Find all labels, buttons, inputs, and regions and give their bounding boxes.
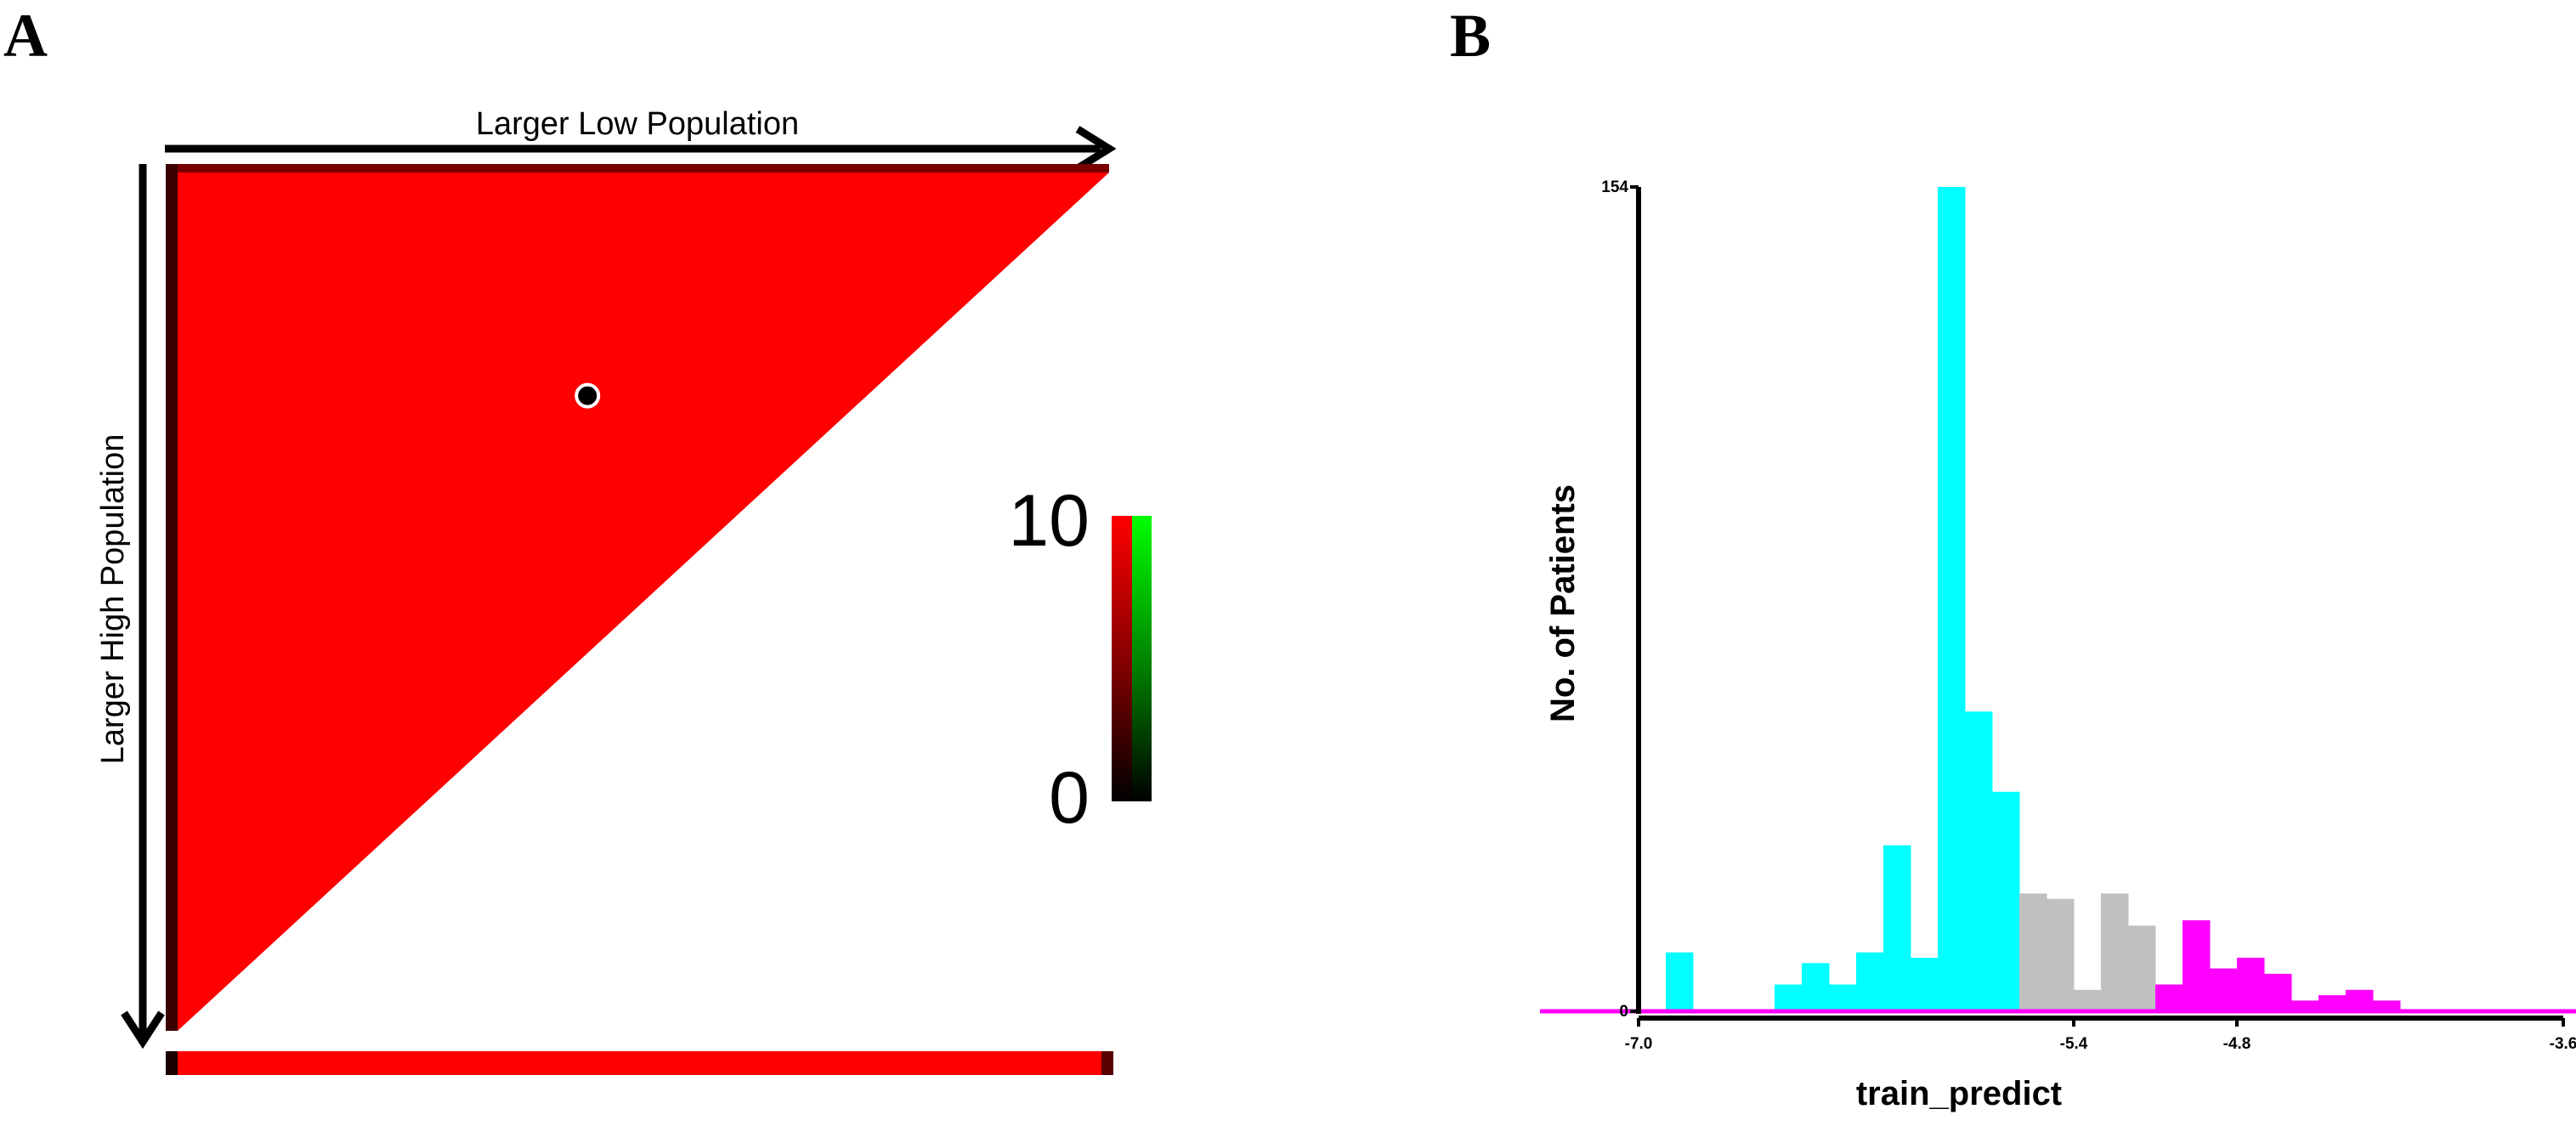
y-arrow-label: Larger High Population <box>95 434 131 765</box>
histogram-bar <box>1883 845 1911 1011</box>
histogram-bar <box>1802 963 1830 1011</box>
panel-b: B 0 154 -7.0 -5.4 -4.8 -3.6 No. of Patients t… <box>1450 2 2576 1112</box>
panel-a-letter: A <box>3 2 48 70</box>
x-tick-label: -5.4 <box>2060 1035 2088 1053</box>
histogram-bar <box>1856 952 1884 1011</box>
histogram-bar <box>1775 984 1803 1011</box>
bottom-strip <box>166 1051 1113 1075</box>
colorbar-green <box>1132 516 1152 801</box>
histogram-bar <box>1965 711 1993 1011</box>
x-tick-label: -7.0 <box>1625 1035 1653 1053</box>
heatmap <box>166 164 1109 1031</box>
histogram-bar <box>2237 958 2265 1011</box>
panel-b-letter: B <box>1450 2 1491 70</box>
histogram-bar <box>2318 995 2347 1011</box>
x-axis-title: train_predict <box>1856 1075 2062 1112</box>
histogram-bar <box>2210 968 2238 1011</box>
colorbar-red <box>1112 516 1132 801</box>
histogram-bar <box>1666 952 1694 1011</box>
x-tick-label: -4.8 <box>2223 1035 2251 1053</box>
heatmap-triangle <box>178 173 1109 1031</box>
panel-a: A Larger Low Population Larger High Popu… <box>3 2 1152 1075</box>
histogram-bar <box>2346 989 2374 1011</box>
optimal-cutoff-marker <box>575 382 601 409</box>
heatmap-top-edge <box>166 164 1109 173</box>
histogram-bar <box>1992 791 2020 1011</box>
histogram-bar <box>2101 893 2129 1011</box>
histogram-bar <box>2019 893 2047 1011</box>
histogram-bar <box>2264 973 2292 1011</box>
histogram-bar <box>2047 898 2075 1011</box>
histogram-bar <box>2128 925 2156 1011</box>
histogram-plot: 0 154 -7.0 -5.4 -4.8 -3.6 <box>1540 178 2576 1053</box>
colorbar-max-label: 10 <box>1008 480 1090 562</box>
histogram-bar <box>2291 1000 2319 1011</box>
histogram-bar <box>2183 919 2211 1011</box>
x-arrow-label: Larger Low Population <box>476 106 799 142</box>
y-direction-arrow <box>121 164 165 1050</box>
histogram-bar <box>1938 187 1966 1011</box>
y-tick-label: 0 <box>1619 1003 1628 1021</box>
histogram-bar <box>1911 958 1939 1011</box>
x-direction-arrow <box>165 126 1117 172</box>
colorbar: 10 0 <box>1008 480 1152 839</box>
y-tick-label: 154 <box>1601 178 1628 196</box>
y-axis-title: No. of Patients <box>1544 484 1582 722</box>
histogram-bar <box>2074 989 2102 1011</box>
x-tick-label: -3.6 <box>2550 1035 2576 1053</box>
histogram-bar <box>2155 984 2183 1011</box>
histogram-bar <box>1829 984 1857 1011</box>
histogram-bar <box>2373 1000 2401 1011</box>
colorbar-min-label: 0 <box>1049 757 1090 839</box>
heatmap-left-edge <box>166 164 178 1031</box>
